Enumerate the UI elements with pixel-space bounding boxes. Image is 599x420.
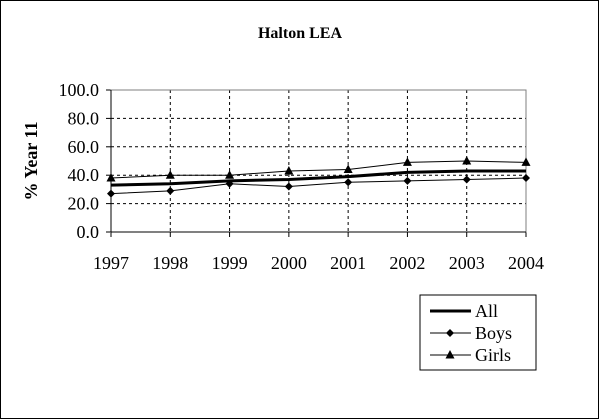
data-point-girls	[402, 157, 412, 166]
chart-title: Halton LEA	[258, 25, 342, 42]
x-tick-label: 2000	[271, 253, 307, 273]
plot-area: 0.0 20.0 40.0 60.0 80.0 100.0 1997 1998 1999 2000…	[59, 80, 545, 273]
y-tick-label: 60.0	[68, 137, 100, 157]
data-point-boys	[284, 182, 293, 191]
x-tick-label: 2003	[449, 253, 485, 273]
legend-label-boys: Boys	[475, 323, 512, 343]
data-point-girls	[165, 170, 175, 179]
x-tick-label: 2002	[389, 253, 425, 273]
y-tick-label: 20.0	[68, 194, 100, 214]
legend-marker-boys	[446, 329, 454, 337]
y-tick-label: 80.0	[68, 108, 100, 128]
data-point-girls	[225, 170, 235, 179]
data-point-girls	[106, 173, 116, 182]
data-point-boys	[462, 175, 471, 184]
data-point-girls	[521, 157, 531, 166]
legend-label-girls: Girls	[475, 345, 511, 365]
y-axis-label: % Year 11	[21, 122, 41, 201]
x-tick-label: 2001	[330, 253, 366, 273]
data-point-boys	[225, 179, 234, 188]
data-point-girls	[284, 165, 294, 175]
data-point-boys	[522, 174, 530, 183]
data-point-boys	[166, 186, 175, 195]
series-line-all	[110, 169, 526, 187]
y-tick-label: 100.0	[59, 80, 100, 100]
series-line-girls	[110, 160, 527, 179]
data-point-boys	[403, 176, 412, 185]
x-tick-label: 1999	[212, 253, 248, 273]
legend-label-all: All	[475, 301, 498, 321]
x-tick-label: 2004	[508, 253, 544, 273]
x-tick-label: 1997	[93, 253, 129, 273]
y-tick-label: 40.0	[68, 165, 100, 185]
data-point-boys	[107, 189, 115, 198]
series-line-boys	[110, 177, 527, 195]
y-tick-label: 0.0	[77, 222, 100, 242]
data-point-girls	[462, 156, 472, 165]
data-point-girls	[343, 164, 353, 174]
data-point-boys	[344, 178, 353, 187]
legend-marker-girls	[445, 350, 455, 359]
x-tick-label: 1998	[152, 253, 188, 273]
